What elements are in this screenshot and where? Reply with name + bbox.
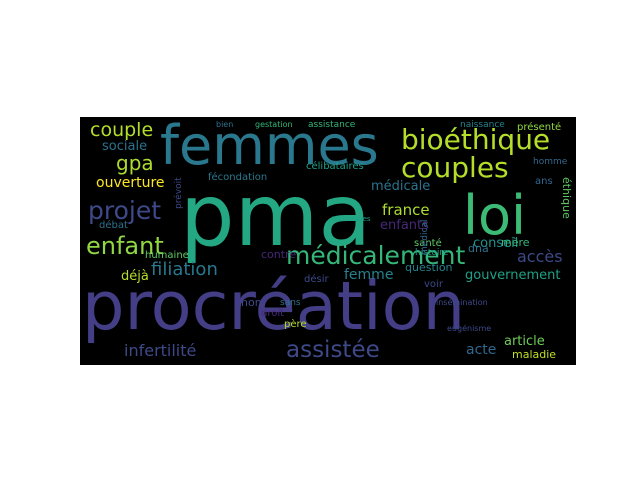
word-cloud-word: voir — [424, 279, 443, 290]
word-cloud-word: naissance — [460, 120, 505, 130]
word-cloud-word: prévoit — [174, 177, 184, 209]
word-cloud-word: histoire — [415, 248, 449, 258]
word-cloud-word: gpa — [116, 151, 154, 175]
word-cloud-word: débat — [99, 220, 128, 231]
word-cloud-word: insémination — [436, 298, 488, 307]
word-cloud-word: infertilité — [124, 341, 197, 360]
word-cloud-word: procréation — [82, 267, 466, 345]
word-cloud-word: humaine — [145, 250, 189, 261]
word-cloud-word: femme — [344, 267, 394, 283]
word-cloud-word: conseil — [473, 236, 519, 251]
word-cloud-word: techniques — [332, 215, 371, 223]
word-cloud-word: femmes — [160, 117, 379, 177]
word-cloud-word: filiation — [151, 259, 218, 280]
word-cloud-word: médicalement — [286, 241, 466, 270]
word-cloud-word: pma — [180, 166, 372, 266]
word-cloud-word: assistée — [286, 337, 380, 363]
word-cloud-word: bioéthique — [401, 123, 551, 156]
word-cloud-word: présenté — [517, 122, 562, 133]
word-cloud-word: bien — [216, 120, 234, 129]
word-cloud-word: projet — [88, 196, 162, 225]
word-cloud-word: droit — [261, 308, 285, 319]
word-cloud-word: fécondation — [208, 172, 268, 183]
word-cloud-word: enfants — [380, 218, 429, 233]
word-cloud-word: acte — [466, 342, 497, 358]
word-cloud-word: désir — [304, 274, 329, 285]
word-cloud-word: gestation — [255, 120, 293, 129]
word-cloud-word: sociale — [102, 139, 148, 154]
word-cloud-word: couples — [401, 151, 509, 184]
word-cloud-word: homme — [533, 157, 568, 167]
word-cloud-word: couple — [90, 119, 154, 141]
word-cloud-word: dna — [468, 242, 489, 255]
word-cloud-word: non — [241, 296, 262, 309]
word-cloud-word: mère — [501, 236, 530, 249]
word-cloud-word: gouvernement — [465, 268, 561, 283]
word-cloud-word: enfant — [86, 232, 164, 260]
word-cloud-word: sans — [280, 298, 301, 308]
word-cloud-word: assistance — [308, 120, 356, 130]
word-cloud-word: ans — [535, 176, 553, 187]
word-cloud-word: déjà — [121, 269, 149, 284]
word-cloud-word: ouverture — [96, 175, 165, 191]
word-cloud-word: célibataires — [306, 161, 364, 172]
word-cloud-word: père — [284, 319, 307, 330]
word-cloud-word: maladie — [512, 348, 557, 361]
word-cloud-word: question — [405, 261, 453, 274]
word-cloud-word: médical — [420, 219, 430, 255]
word-cloud-word: loi — [463, 184, 527, 247]
word-cloud-word: santé — [414, 238, 442, 249]
word-cloud-word: article — [504, 334, 545, 349]
word-cloud-word: éthique — [560, 177, 573, 219]
word-cloud-word: accès — [517, 247, 563, 266]
word-cloud-word: france — [382, 201, 430, 219]
word-cloud-panel: pma procréation femmes loi bioéthique co… — [80, 117, 576, 365]
word-cloud-word: contre — [261, 248, 297, 261]
word-cloud-word: eugénisme — [447, 324, 492, 333]
word-cloud-word: médicale — [371, 179, 431, 194]
